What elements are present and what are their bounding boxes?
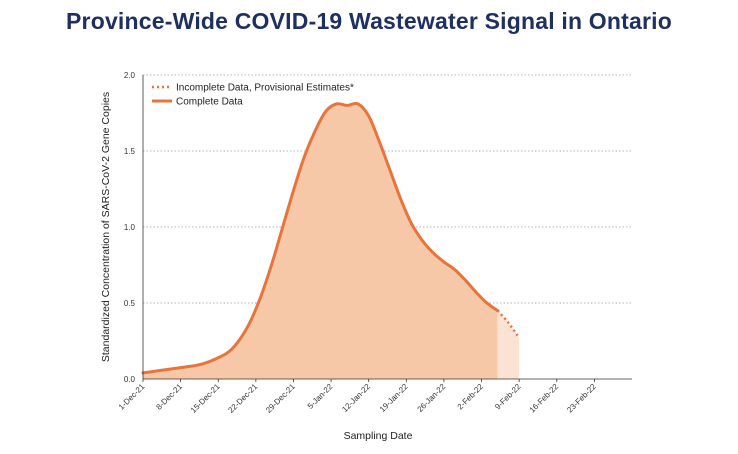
x-axis-label: Sampling Date: [344, 430, 413, 442]
axes: [142, 75, 632, 380]
x-tick-label: 19-Jan-22: [378, 382, 410, 414]
x-tick-label: 8-Dec-21: [154, 382, 184, 412]
series-line-incomplete: [496, 309, 521, 339]
y-tick-label: 2.0: [124, 71, 136, 80]
y-tick-labels: 0.0 0.5 1.0 1.5 2.0: [124, 71, 136, 384]
x-tick-label: 22-Dec-21: [226, 382, 259, 415]
x-tick-label: 26-Jan-22: [415, 382, 447, 414]
x-tick-labels: 1-Dec-21 8-Dec-21 15-Dec-21 22-Dec-21 29-Dec…: [117, 379, 598, 415]
area-incomplete: [497, 310, 520, 379]
x-tick-label: 29-Dec-21: [264, 382, 297, 415]
y-tick-label: 1.5: [124, 147, 136, 156]
x-tick-label: 23-Feb-22: [565, 382, 598, 415]
x-tick-label: 1-Dec-21: [117, 382, 147, 412]
legend-complete-label: Complete Data: [176, 97, 243, 108]
x-tick-label: 2-Feb-22: [456, 382, 486, 412]
series-line-complete: [141, 101, 500, 375]
legend: Incomplete Data, Provisional Estimates* …: [152, 83, 354, 108]
y-tick-label: 0.0: [124, 375, 136, 384]
x-tick-label: 15-Dec-21: [189, 382, 222, 415]
y-axis-label: Standardized Concentration of SARS-CoV-2…: [100, 92, 112, 362]
x-tick-label: 12-Jan-22: [340, 382, 372, 414]
page-title: Province-Wide COVID-19 Wastewater Signal…: [66, 8, 672, 34]
area-complete: [143, 103, 498, 379]
x-tick-label: 16-Feb-22: [528, 382, 561, 415]
y-tick-label: 0.5: [124, 299, 136, 308]
grid-lines: [143, 74, 632, 304]
series-lines: [141, 101, 521, 375]
y-tick-label: 1.0: [124, 223, 136, 232]
x-tick-label: 9-Feb-22: [493, 382, 523, 412]
area-fills: [143, 103, 520, 379]
x-tick-label: 5-Jan-22: [306, 382, 335, 411]
legend-incomplete-label: Incomplete Data, Provisional Estimates*: [176, 83, 354, 94]
